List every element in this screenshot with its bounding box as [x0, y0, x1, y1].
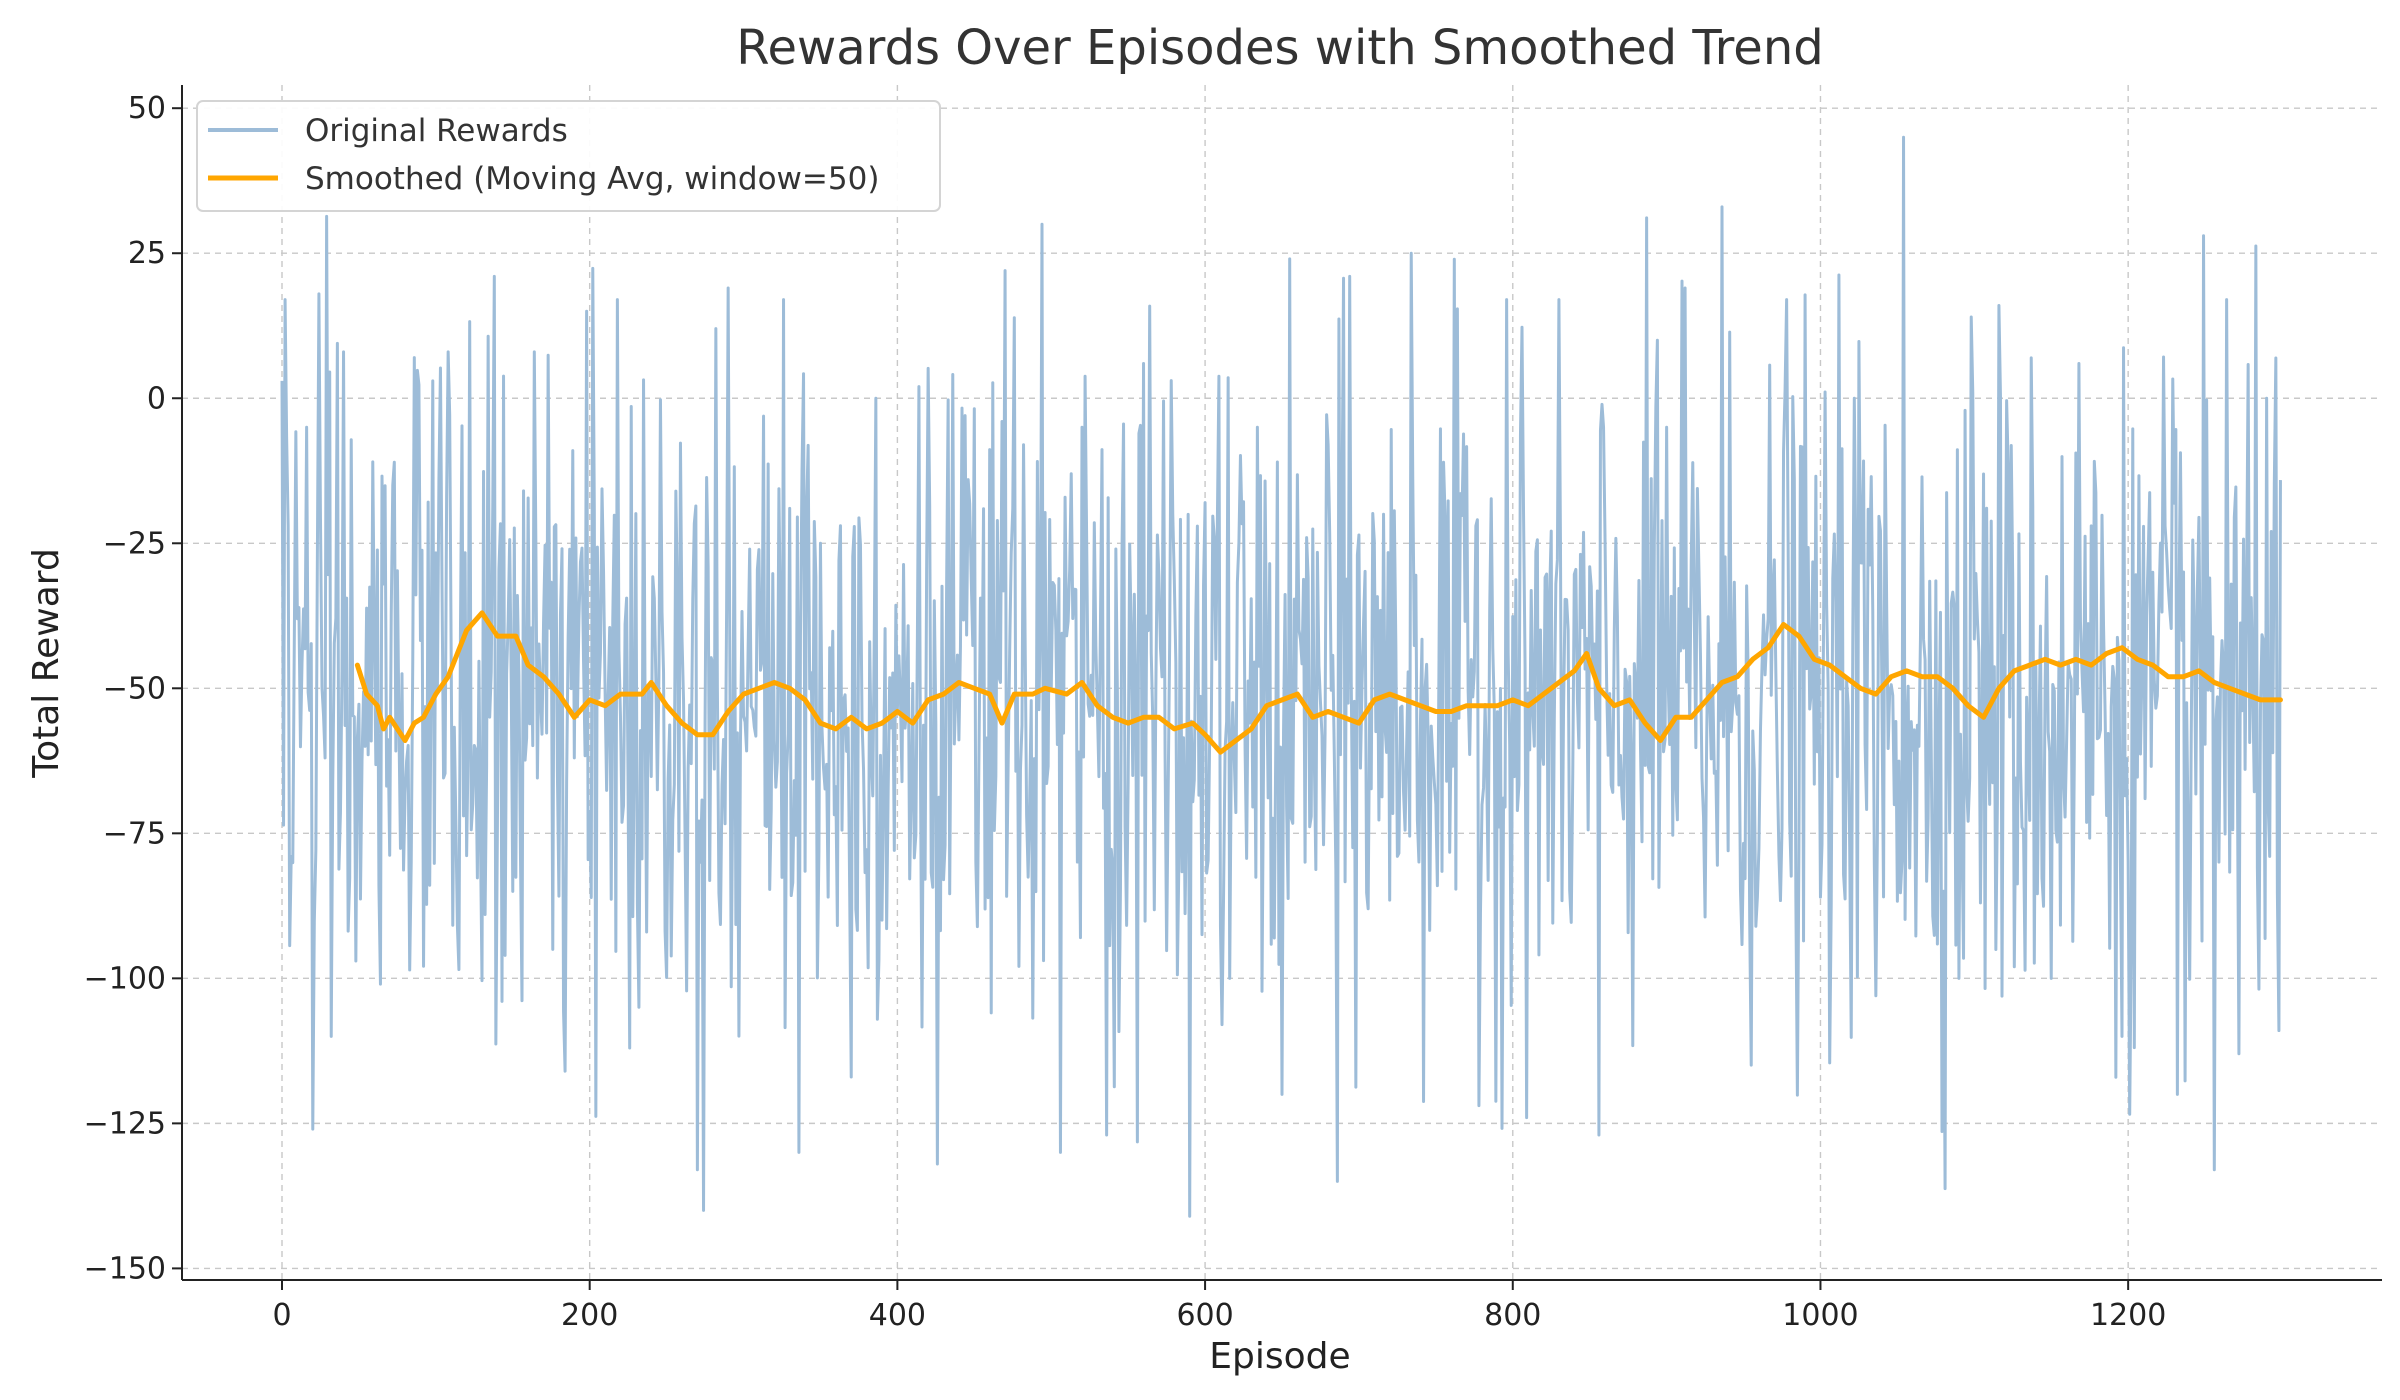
- legend-box: [196, 100, 941, 212]
- y-axis-label: Total Reward: [26, 548, 67, 779]
- y-tick-label: 0: [147, 381, 166, 416]
- x-tick-label: 200: [561, 1298, 618, 1333]
- y-tick-label: 25: [128, 236, 166, 271]
- y-tick-label: −25: [103, 526, 166, 561]
- series-original-rewards: [280, 135, 2282, 1218]
- original-rewards-line: [280, 135, 2282, 1218]
- axes: 0 200 400 600 800 1000 1200 50 25 0 −25 −50 −75 −100 −…: [84, 85, 2382, 1333]
- series-smoothed: [354, 610, 2283, 755]
- legend-original-label: Original Rewards: [305, 113, 568, 149]
- x-tick-label: 600: [1176, 1298, 1233, 1333]
- y-tick-label: −150: [84, 1251, 166, 1286]
- x-tick-label: 1000: [1782, 1298, 1858, 1333]
- y-tick-label: −125: [84, 1106, 166, 1141]
- x-tick-label: 0: [272, 1298, 291, 1333]
- y-tick-label: −75: [103, 816, 166, 851]
- x-tick-label: 1200: [2090, 1298, 2166, 1333]
- x-axis-label: Episode: [1209, 1336, 1350, 1377]
- x-tick-label: 400: [869, 1298, 926, 1333]
- y-tick-label: −50: [103, 671, 166, 706]
- y-tick-label: −100: [84, 961, 166, 996]
- y-tick-label: 50: [128, 91, 166, 126]
- x-tick-label: 800: [1484, 1298, 1541, 1333]
- legend: Original Rewards Smoothed (Moving Avg, w…: [196, 100, 941, 212]
- smoothed-line: [354, 610, 2283, 755]
- legend-smoothed-label: Smoothed (Moving Avg, window=50): [305, 161, 879, 197]
- chart-title: Rewards Over Episodes with Smoothed Tren…: [736, 20, 1823, 76]
